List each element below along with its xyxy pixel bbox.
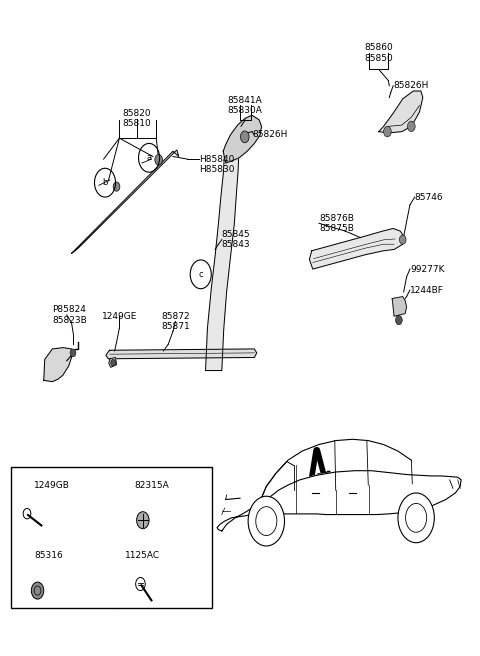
Polygon shape [44, 348, 72, 382]
Polygon shape [205, 148, 239, 371]
Text: 85872
85871: 85872 85871 [161, 312, 190, 331]
Text: 85876B
85875B: 85876B 85875B [319, 214, 354, 233]
Polygon shape [72, 150, 179, 253]
Text: 82315A: 82315A [135, 481, 169, 489]
Text: 1244BF: 1244BF [410, 285, 444, 295]
Text: c: c [198, 270, 203, 279]
Circle shape [137, 512, 149, 529]
Circle shape [240, 131, 249, 143]
Polygon shape [379, 91, 423, 133]
Text: 1249GE: 1249GE [102, 312, 137, 321]
Text: 1249GB: 1249GB [34, 481, 70, 489]
Text: a: a [146, 154, 152, 162]
Text: 85845
85843: 85845 85843 [222, 230, 251, 249]
Polygon shape [310, 228, 404, 269]
Text: 85826H: 85826H [393, 81, 429, 91]
Text: 85316: 85316 [34, 551, 63, 560]
Text: a: a [22, 481, 27, 489]
Circle shape [408, 121, 415, 132]
Text: P85824
85823B: P85824 85823B [52, 305, 87, 325]
Text: b: b [102, 178, 108, 187]
Text: c: c [22, 551, 27, 560]
FancyBboxPatch shape [11, 468, 212, 608]
Text: 85826H: 85826H [252, 131, 288, 139]
Circle shape [384, 127, 391, 137]
Circle shape [111, 359, 116, 366]
Circle shape [399, 235, 406, 244]
Circle shape [398, 493, 434, 543]
Circle shape [155, 155, 162, 165]
Text: 99277K: 99277K [410, 264, 444, 274]
Polygon shape [392, 297, 407, 316]
Polygon shape [217, 471, 461, 531]
Circle shape [113, 182, 120, 191]
Text: 1125AC: 1125AC [125, 551, 160, 560]
Circle shape [248, 496, 285, 546]
Text: 85820
85810: 85820 85810 [123, 109, 152, 128]
Polygon shape [223, 115, 262, 163]
Polygon shape [109, 358, 117, 367]
Text: b: b [122, 481, 128, 489]
Text: H85840
H85830: H85840 H85830 [199, 155, 235, 174]
Text: 85841A
85830A: 85841A 85830A [228, 96, 262, 115]
Circle shape [31, 582, 44, 599]
Circle shape [396, 316, 402, 325]
Text: 85860
85850: 85860 85850 [364, 43, 393, 63]
Text: 85746: 85746 [415, 193, 444, 201]
Polygon shape [106, 349, 257, 359]
Circle shape [70, 349, 76, 357]
